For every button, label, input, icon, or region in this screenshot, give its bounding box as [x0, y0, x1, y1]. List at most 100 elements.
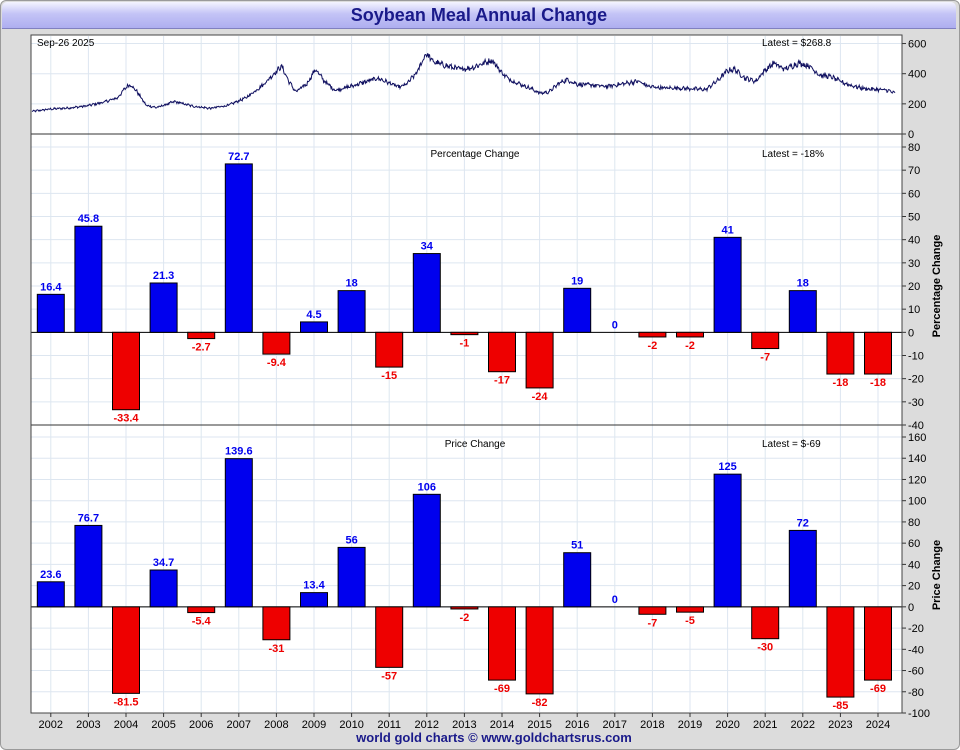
percentage-tick-label: 70 [908, 165, 920, 177]
price_change-data-label: 125 [718, 461, 736, 473]
price_change-latest-label: Latest = $-69 [762, 439, 821, 450]
price_change-data-label: 72 [797, 517, 809, 529]
price_change-bar [826, 606, 855, 698]
percentage-data-label: -2 [685, 340, 695, 352]
percentage-bar [375, 331, 404, 368]
price_change-tick-label: 120 [908, 474, 926, 486]
percentage-tick-label: 30 [908, 258, 920, 270]
price-tick-label: 0 [908, 129, 914, 141]
percentage-bar [713, 236, 742, 333]
percentage-data-label: 18 [797, 278, 809, 290]
percentage-bar [864, 331, 892, 375]
percentage-bar [412, 253, 441, 333]
x-tick-label: 2024 [866, 719, 890, 731]
percentage-data-label: -18 [870, 377, 886, 389]
price_change-data-label: -5.4 [192, 616, 212, 628]
percentage-tick-label: 0 [908, 327, 914, 339]
price_change-data-label: 13.4 [303, 580, 325, 592]
percentage-bar [450, 331, 479, 336]
price_change-tick-label: 100 [908, 496, 926, 508]
percentage-bar [751, 331, 780, 350]
percentage-bar [676, 331, 704, 338]
price-tick-label: 600 [908, 39, 926, 51]
price_change-data-label: 0 [612, 594, 618, 606]
percentage-tick-label: 50 [908, 212, 920, 224]
x-tick-label: 2012 [415, 719, 439, 731]
price_change-tick-label: 160 [908, 432, 926, 444]
price_change-tick-label: 60 [908, 538, 920, 550]
percentage-bar [224, 163, 253, 333]
footer-credit: world gold charts © www.goldchartsrus.co… [356, 730, 632, 745]
percentage-data-label: -18 [832, 377, 848, 389]
price_change-data-label: -30 [757, 642, 773, 654]
percentage-bar [149, 282, 178, 333]
x-tick-label: 2020 [715, 719, 739, 731]
price_change-bar [300, 592, 328, 608]
chart-title: Soybean Meal Annual Change [2, 2, 956, 29]
price_change-bar [112, 606, 140, 694]
price_change-data-label: -81.5 [113, 696, 138, 708]
price_change-bar [788, 529, 817, 608]
price_change-bar [751, 606, 780, 640]
price_change-bar [488, 606, 516, 681]
percentage-data-label: 41 [721, 224, 733, 236]
price_change-bar [187, 606, 216, 614]
price_change-bar [149, 569, 178, 608]
percentage-data-label: -17 [494, 375, 510, 387]
percentage-data-label: -15 [381, 370, 397, 382]
percentage-data-label: -24 [532, 391, 549, 403]
x-tick-label: 2011 [377, 719, 401, 731]
price_change-tick-label: 20 [908, 581, 920, 593]
price_change-title: Price Change [445, 439, 506, 450]
percentage-data-label: 34 [421, 241, 434, 253]
x-tick-label: 2003 [76, 719, 100, 731]
percentage-tick-label: -20 [908, 374, 924, 386]
percentage-bar [525, 331, 554, 389]
percentage-title: Percentage Change [431, 149, 520, 160]
price_change-data-label: 34.7 [153, 557, 174, 569]
percentage-tick-label: 80 [908, 142, 920, 154]
x-tick-label: 2007 [227, 719, 251, 731]
price_change-bar [864, 606, 892, 681]
percentage-data-label: -2 [648, 340, 658, 352]
price_change-bar [676, 606, 704, 613]
price_change-data-label: -69 [870, 683, 886, 695]
x-tick-label: 2023 [828, 719, 852, 731]
percentage-tick-label: 10 [908, 304, 920, 316]
x-tick-label: 2010 [339, 719, 363, 731]
percentage-bar [300, 321, 328, 333]
percentage-tick-label: 40 [908, 235, 920, 247]
x-tick-label: 2006 [189, 719, 213, 731]
x-tick-label: 2002 [39, 719, 63, 731]
x-tick-label: 2005 [151, 719, 175, 731]
price_change-bar [36, 581, 65, 608]
x-tick-label: 2016 [565, 719, 589, 731]
percentage-bar [788, 290, 817, 333]
percentage-data-label: 18 [345, 278, 357, 290]
percentage-bar [337, 290, 366, 333]
price_change-data-label: -7 [648, 617, 658, 629]
price_change-data-label: 139.6 [225, 446, 253, 458]
price_change-data-label: -5 [685, 615, 695, 627]
price-line [31, 53, 896, 113]
percentage-data-label: -33.4 [113, 413, 139, 425]
x-tick-label: 2017 [603, 719, 627, 731]
price_change-data-label: -57 [381, 670, 397, 682]
percentage-bar [36, 293, 65, 333]
percentage-data-label: -2.7 [192, 342, 211, 354]
percentage-axis-label: Percentage Change [931, 235, 943, 338]
percentage-data-label: -1 [460, 338, 470, 350]
price_change-data-label: -85 [832, 700, 848, 712]
price_change-data-label: -2 [460, 612, 470, 624]
percentage-data-label: 19 [571, 275, 583, 287]
price_change-bar [563, 552, 592, 608]
price_change-bar [337, 546, 366, 608]
price_change-bar [412, 493, 441, 608]
x-tick-label: 2014 [490, 719, 514, 731]
percentage-latest-label: Latest = -18% [762, 149, 824, 160]
percentage-data-label: 0 [612, 319, 618, 331]
price_change-bar [638, 606, 667, 615]
price_change-data-label: 106 [418, 481, 436, 493]
x-tick-label: 2009 [302, 719, 326, 731]
